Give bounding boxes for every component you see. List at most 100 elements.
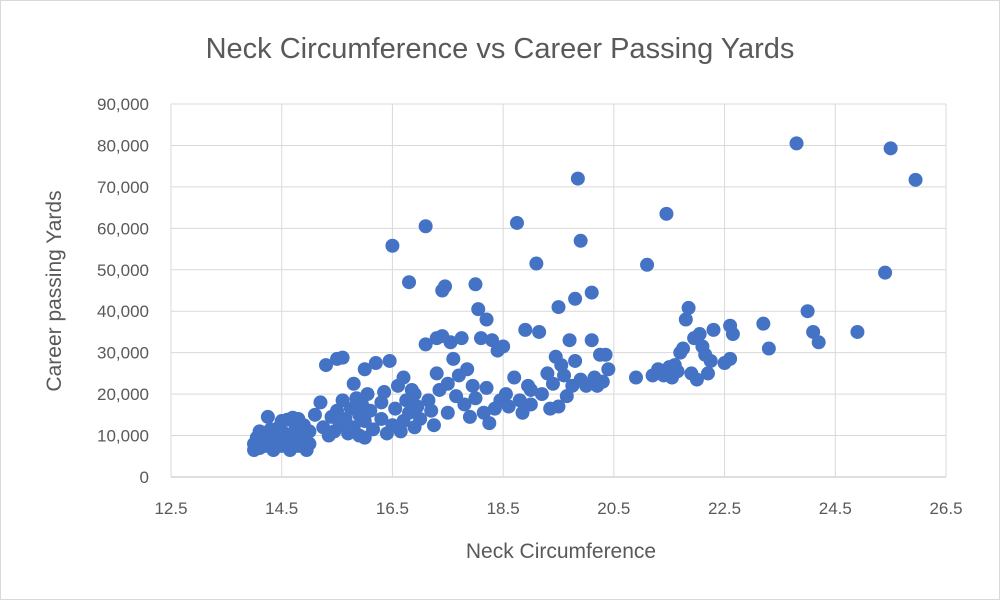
- data-point: [274, 414, 289, 429]
- data-point: [460, 362, 475, 377]
- data-point: [601, 362, 616, 377]
- data-point: [457, 397, 472, 412]
- data-point: [756, 316, 771, 331]
- data-point: [446, 351, 461, 366]
- data-point: [396, 370, 411, 385]
- data-point: [407, 387, 422, 402]
- data-point: [908, 172, 923, 187]
- data-point: [703, 353, 718, 368]
- data-point: [346, 376, 361, 391]
- data-point: [366, 422, 381, 437]
- data-point: [368, 356, 383, 371]
- x-tick-label: 14.5: [265, 499, 298, 518]
- data-point: [479, 312, 494, 327]
- data-point: [681, 300, 696, 315]
- data-point: [440, 405, 455, 420]
- x-axis-label: Neck Circumference: [466, 540, 656, 563]
- data-point: [374, 411, 389, 426]
- data-point: [260, 409, 275, 424]
- x-tick-label: 16.5: [376, 499, 409, 518]
- data-point: [509, 215, 524, 230]
- data-point: [424, 403, 439, 418]
- data-point: [570, 171, 585, 186]
- data-point: [811, 335, 826, 350]
- data-point: [418, 337, 433, 352]
- data-point: [319, 358, 333, 373]
- data-point: [678, 312, 693, 327]
- y-tick-label: 30,000: [97, 344, 149, 363]
- data-point: [357, 362, 372, 377]
- data-point: [676, 341, 691, 356]
- data-point: [410, 399, 425, 414]
- data-point: [800, 304, 815, 319]
- data-point: [285, 410, 300, 425]
- y-axis-label: Career passing Yards: [43, 190, 66, 391]
- data-point: [573, 233, 588, 248]
- data-point: [629, 370, 643, 385]
- y-tick-label: 80,000: [97, 136, 149, 155]
- data-point: [468, 277, 483, 292]
- data-point: [382, 353, 397, 368]
- data-point: [761, 341, 776, 356]
- data-point: [523, 382, 538, 397]
- data-point: [385, 238, 400, 253]
- data-point: [568, 353, 583, 368]
- data-point: [706, 322, 721, 337]
- data-point: [443, 335, 458, 350]
- data-point: [598, 347, 613, 362]
- data-point: [363, 403, 378, 418]
- data-point: [482, 416, 497, 431]
- tick-labels: 0 10,000 20,000 30,000 40,000 50,000 60,000 70,…: [97, 95, 963, 518]
- data-point: [806, 324, 821, 339]
- data-point: [388, 401, 403, 416]
- data-point: [700, 366, 715, 381]
- data-point: [540, 366, 555, 381]
- data-point: [454, 331, 469, 346]
- data-point: [307, 407, 322, 422]
- data-point: [659, 206, 674, 221]
- data-point: [670, 364, 685, 379]
- data-point: [723, 351, 738, 366]
- data-point: [313, 395, 328, 410]
- data-point: [302, 436, 317, 451]
- data-point: [360, 387, 375, 402]
- data-point: [640, 257, 655, 272]
- y-tick-label: 40,000: [97, 302, 149, 321]
- data-point: [258, 438, 273, 453]
- data-point: [532, 324, 547, 339]
- data-point: [501, 399, 516, 414]
- data-point: [429, 366, 444, 381]
- data-point: [335, 350, 350, 365]
- x-tick-label: 20.5: [597, 499, 630, 518]
- data-point: [498, 387, 513, 402]
- data-point: [689, 372, 704, 387]
- data-point: [402, 275, 417, 290]
- y-tick-label: 20,000: [97, 385, 149, 404]
- data-point: [692, 327, 707, 342]
- data-point: [426, 418, 441, 433]
- data-point: [518, 322, 533, 337]
- data-point: [512, 393, 527, 408]
- data-point: [595, 374, 610, 389]
- data-point: [568, 291, 583, 306]
- data-point: [507, 370, 522, 385]
- data-point: [474, 331, 488, 346]
- data-point: [551, 300, 566, 315]
- data-point: [725, 327, 740, 342]
- data-point: [557, 368, 572, 383]
- x-tick-label: 24.5: [819, 499, 852, 518]
- y-tick-label: 70,000: [97, 178, 149, 197]
- data-point: [789, 136, 804, 151]
- chart-title: Neck Circumference vs Career Passing Yar…: [206, 33, 795, 65]
- x-tick-label: 12.5: [154, 499, 187, 518]
- y-tick-label: 60,000: [97, 219, 149, 238]
- data-points: [247, 136, 923, 458]
- data-point: [438, 279, 453, 294]
- x-tick-label: 22.5: [708, 499, 741, 518]
- data-point: [471, 302, 486, 317]
- x-tick-label: 26.5: [929, 499, 962, 518]
- y-tick-label: 90,000: [97, 95, 149, 114]
- data-point: [534, 387, 549, 402]
